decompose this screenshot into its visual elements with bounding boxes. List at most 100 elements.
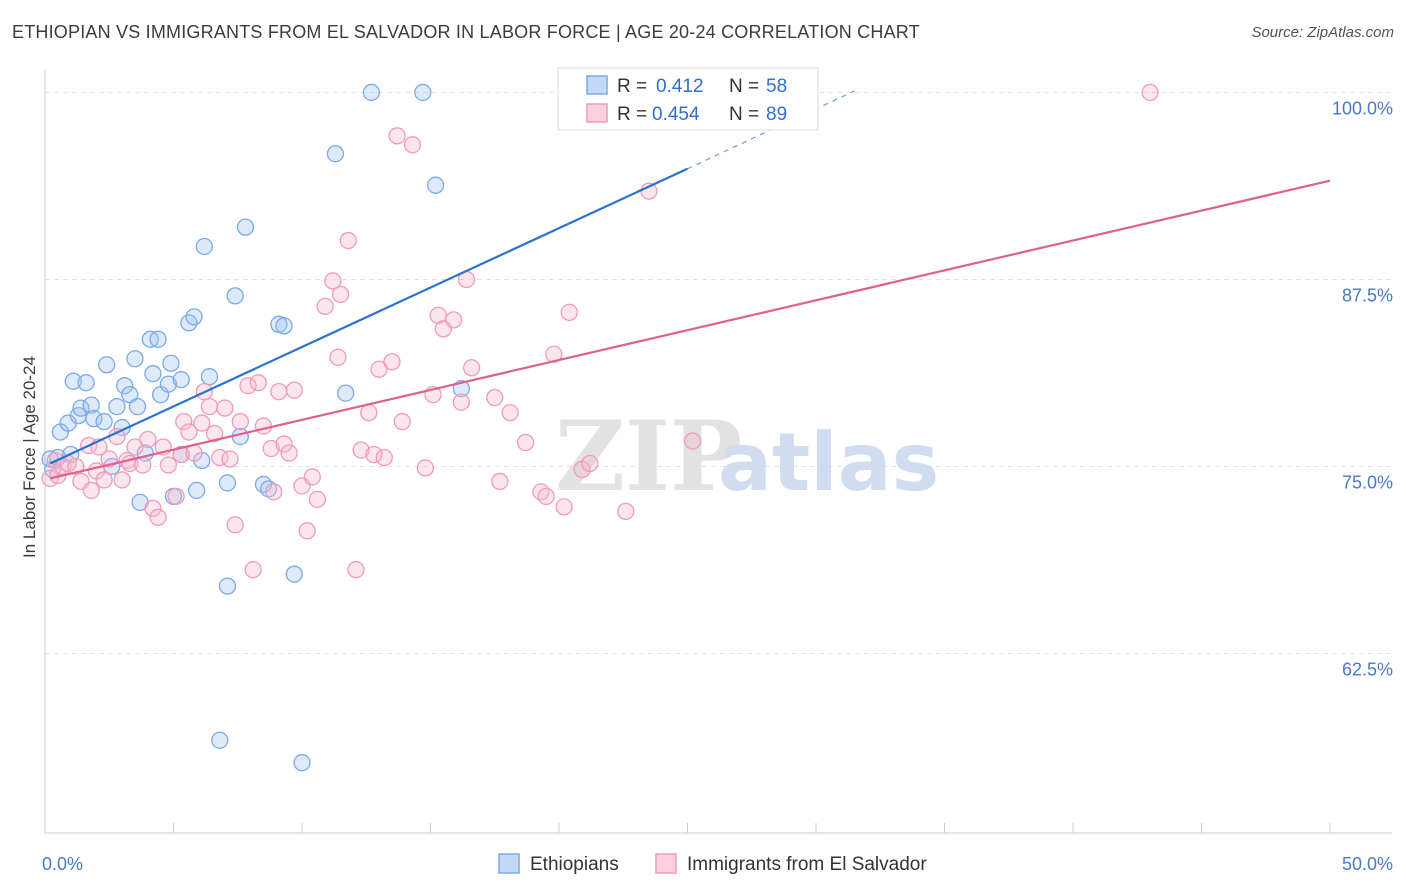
salvador-point xyxy=(486,388,504,407)
chart-title: ETHIOPIAN VS IMMIGRANTS FROM EL SALVADOR… xyxy=(12,22,920,42)
salvador-point xyxy=(200,397,219,416)
salvador-point xyxy=(324,272,342,290)
ethiopian-point xyxy=(414,83,432,102)
salvador-point xyxy=(280,444,298,462)
salvador-point xyxy=(275,435,293,453)
salvador-point xyxy=(113,471,131,489)
legend-ethiopians-label: Ethiopians xyxy=(530,854,619,875)
salvador-point xyxy=(339,231,357,250)
salvador-point xyxy=(1141,83,1159,102)
salvador-n-label: N = xyxy=(729,104,759,125)
salvador-point xyxy=(365,445,383,464)
salvador-point xyxy=(226,516,244,534)
ethiopian-point xyxy=(128,397,147,416)
salvador-point xyxy=(308,490,327,509)
salvador-point xyxy=(516,433,535,452)
salvador-point xyxy=(139,430,157,449)
salvador-point xyxy=(501,403,519,422)
salvador-point xyxy=(175,412,193,431)
ethiopian-point xyxy=(82,396,100,414)
salvador-point xyxy=(316,297,334,316)
ethiopians-r-value: 0.412 xyxy=(656,76,704,97)
ethiopians-n-value: 58 xyxy=(766,76,787,97)
legend-salvador-swatch xyxy=(655,853,677,874)
ethiopian-point xyxy=(72,399,90,417)
salvador-n-value: 89 xyxy=(766,104,787,125)
ethiopian-point xyxy=(172,371,190,389)
ethiopian-point xyxy=(226,287,244,305)
salvador-point xyxy=(331,285,350,304)
ethiopian-point xyxy=(185,308,203,326)
ethiopian-point xyxy=(211,731,229,749)
salvador-point xyxy=(537,487,555,506)
salvador-point xyxy=(249,374,267,392)
series-legend: Ethiopians Immigrants from El Salvador xyxy=(498,853,927,875)
y-tick-label: 62.5% xyxy=(1342,659,1393,679)
ethiopian-point xyxy=(426,176,445,194)
salvador-point xyxy=(560,303,578,322)
salvador-point xyxy=(347,561,365,579)
salvador-point xyxy=(265,483,283,501)
y-tick-label: 100.0% xyxy=(1332,98,1393,118)
salvador-swatch xyxy=(586,103,608,123)
salvador-point xyxy=(298,522,316,540)
salvador-point xyxy=(221,450,239,468)
axes xyxy=(44,70,1392,834)
ethiopian-point xyxy=(144,365,162,383)
salvador-point xyxy=(205,424,224,443)
ethiopian-point xyxy=(362,83,381,102)
salvador-point xyxy=(444,311,463,329)
ethiopian-point xyxy=(195,237,213,256)
salvador-point xyxy=(159,456,178,474)
salvador-point xyxy=(683,432,702,450)
ethiopian-point xyxy=(162,354,180,372)
salvador-point xyxy=(167,487,185,506)
legend-salvador-label: Immigrants from El Salvador xyxy=(687,854,927,875)
ethiopian-point xyxy=(149,330,167,348)
salvador-point xyxy=(617,502,635,520)
salvador-point xyxy=(144,499,162,518)
ethiopian-point xyxy=(275,317,293,335)
ethiopians-n-label: N = xyxy=(729,76,759,97)
salvador-point xyxy=(462,359,481,377)
ethiopians-swatch xyxy=(586,75,608,95)
salvador-point xyxy=(239,377,257,395)
salvador-point xyxy=(581,454,599,473)
x-tick-label: 50.0% xyxy=(1342,854,1393,874)
y-tick-label: 87.5% xyxy=(1342,285,1393,305)
salvador-point xyxy=(360,403,378,422)
watermark-zip: ZIP xyxy=(555,400,742,513)
salvador-point xyxy=(555,498,573,516)
watermark: ZIP atlas xyxy=(555,400,939,513)
salvador-point xyxy=(193,414,211,432)
ethiopian-point xyxy=(95,412,113,431)
ethiopian-point xyxy=(218,577,237,595)
salvador-trend-line xyxy=(49,179,1331,480)
ethiopian-point xyxy=(326,145,345,163)
ethiopian-point xyxy=(159,375,178,393)
salvador-r-label: R = xyxy=(617,104,647,125)
salvador-point xyxy=(82,481,100,500)
salvador-point xyxy=(254,417,273,435)
ethiopian-point xyxy=(218,474,237,492)
salvador-point xyxy=(244,561,262,579)
source-label: Source: ZipAtlas.com xyxy=(1251,24,1394,41)
legend-ethiopians-swatch xyxy=(498,853,520,874)
ethiopian-point xyxy=(285,565,303,583)
ethiopian-point xyxy=(187,481,206,500)
salvador-point xyxy=(383,353,401,371)
watermark-atlas: atlas xyxy=(718,416,939,509)
salvador-point xyxy=(393,412,411,431)
ethiopian-point xyxy=(77,374,95,392)
salvador-point xyxy=(452,393,470,411)
stats-legend: R = 0.412 N = 58 R = 0.454 N = 89 xyxy=(557,67,819,131)
ethiopian-point xyxy=(64,372,82,390)
salvador-point xyxy=(231,412,249,431)
salvador-point xyxy=(403,136,422,154)
salvador-point xyxy=(352,441,370,459)
salvador-point xyxy=(180,423,198,441)
salvador-point xyxy=(172,445,190,464)
salvador-point xyxy=(134,456,152,474)
salvador-point xyxy=(375,448,393,467)
